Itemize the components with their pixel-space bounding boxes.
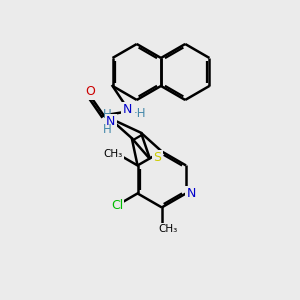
- Text: N: N: [186, 187, 196, 200]
- Text: N: N: [123, 103, 132, 116]
- Text: O: O: [85, 85, 95, 98]
- Text: CH₃: CH₃: [103, 149, 123, 159]
- Text: ·H: ·H: [134, 106, 147, 119]
- Text: CH₃: CH₃: [159, 224, 178, 235]
- Text: Cl: Cl: [111, 200, 123, 212]
- Text: S: S: [154, 151, 161, 164]
- Text: H: H: [103, 109, 112, 122]
- Text: H: H: [103, 123, 112, 136]
- Text: N: N: [106, 115, 116, 128]
